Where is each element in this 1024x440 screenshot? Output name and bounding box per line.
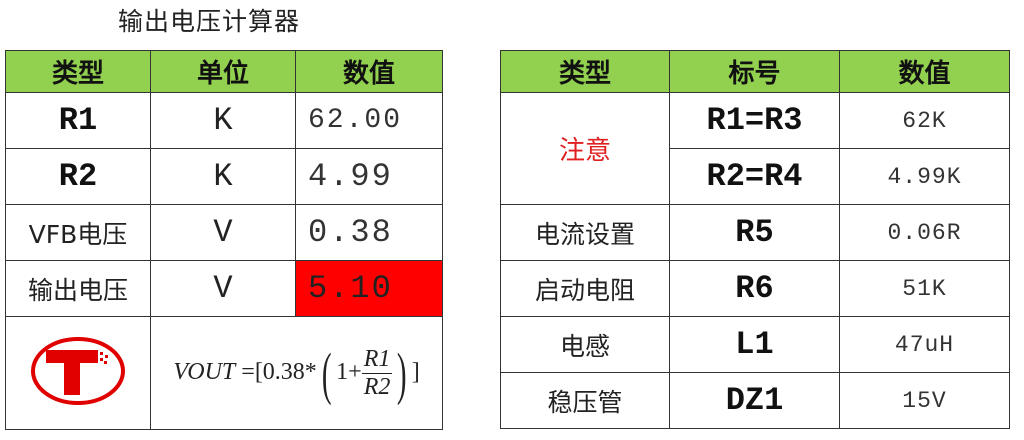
table-row: 启动电阻 R6 51K	[500, 260, 1010, 317]
type-cell: R1	[5, 92, 151, 149]
header-type: 类型	[500, 50, 670, 93]
type-cell: 启动电阻	[500, 260, 670, 317]
formula-one: 1+	[336, 358, 362, 385]
header-value: 数值	[295, 50, 443, 93]
table-row: 注意 R1=R3 62K	[500, 92, 1010, 205]
value-cell: 4.99K	[839, 148, 1010, 205]
value-cell: 0.06R	[839, 204, 1010, 261]
header-label: 标号	[669, 50, 840, 93]
label-cell: R5	[669, 204, 840, 261]
value-cell: 51K	[839, 260, 1010, 317]
formula-eq: =[0.38*	[241, 358, 317, 385]
page-title: 输出电压计算器	[118, 7, 301, 36]
formula-close: ]	[411, 358, 420, 385]
table-row: 稳压管 DZ1 15V	[500, 372, 1010, 429]
type-cell: R2	[5, 148, 151, 205]
label-cell: L1	[669, 316, 840, 373]
value-input[interactable]: 62.00	[295, 92, 443, 149]
calculator-table: 类型 单位 数值 R1 K 62.00 R2 K 4.99 VFB电压 V 0.…	[5, 50, 443, 430]
table-row: 输出电压 V 5.10	[5, 260, 443, 317]
table-row: 电流设置 R5 0.06R	[500, 204, 1010, 261]
type-cell: 电流设置	[500, 204, 670, 261]
header-row: 类型 单位 数值	[5, 50, 443, 93]
header-type: 类型	[5, 50, 151, 93]
type-cell: VFB电压	[5, 204, 151, 261]
output-value: 5.10	[295, 260, 443, 317]
formula-fraction: R1 R2	[361, 345, 393, 401]
type-cell: 输出电压	[5, 260, 151, 317]
type-cell: 电感	[500, 316, 670, 373]
logo-icon	[31, 337, 125, 405]
unit-cell: V	[150, 260, 296, 317]
label-cell: R1=R3	[669, 92, 840, 149]
value-input[interactable]: 0.38	[295, 204, 443, 261]
label-cell: R6	[669, 260, 840, 317]
logo-cell	[5, 316, 151, 430]
header-value: 数值	[839, 50, 1010, 93]
formula-cell: VOUT =[0.38*(1+ R1 R2)]	[150, 316, 443, 430]
unit-cell: V	[150, 204, 296, 261]
value-cell: 62K	[839, 92, 1010, 149]
table-row: VFB电压 V 0.38	[5, 204, 443, 261]
formula-lhs: VOUT	[173, 358, 236, 385]
numerator: R1	[361, 345, 393, 374]
denominator: R2	[363, 373, 391, 400]
value-cell: 47uH	[839, 316, 1010, 373]
type-cell: 稳压管	[500, 372, 670, 429]
note-cell: 注意	[500, 92, 670, 205]
value-cell: 15V	[839, 372, 1010, 429]
unit-cell: K	[150, 148, 296, 205]
value-input[interactable]: 4.99	[295, 148, 443, 205]
table-row: R1 K 62.00	[5, 92, 443, 149]
header-unit: 单位	[150, 50, 296, 93]
table-row: R2 K 4.99	[5, 148, 443, 205]
label-cell: R2=R4	[669, 148, 840, 205]
unit-cell: K	[150, 92, 296, 149]
label-cell: DZ1	[669, 372, 840, 429]
header-row: 类型 标号 数值	[500, 50, 1010, 93]
formula-row: VOUT =[0.38*(1+ R1 R2)]	[5, 316, 443, 430]
component-table: 类型 标号 数值 注意 R1=R3 62K R2=R4 4.99K 电流设置 R…	[500, 50, 1010, 429]
table-row: 电感 L1 47uH	[500, 316, 1010, 373]
